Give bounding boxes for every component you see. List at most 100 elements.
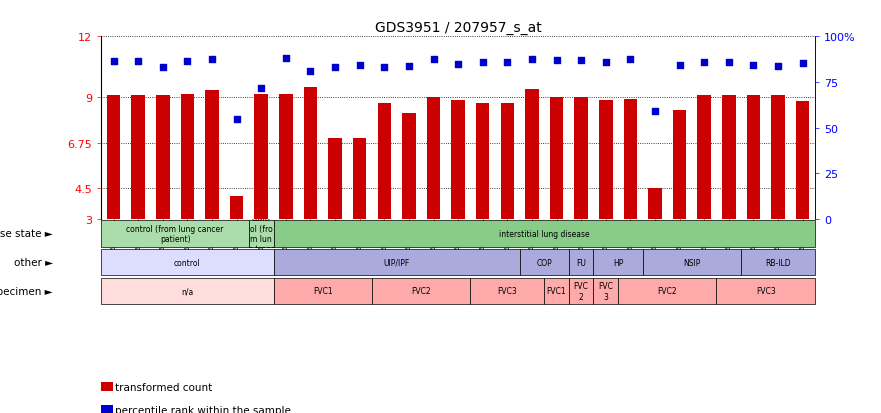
Text: NSIP: NSIP	[683, 258, 700, 267]
Point	[156, 64, 170, 71]
Text: percentile rank within the sample: percentile rank within the sample	[115, 405, 292, 413]
Bar	[746, 96, 760, 219]
FancyBboxPatch shape	[544, 278, 569, 304]
Point	[746, 62, 760, 69]
Point	[181, 58, 195, 65]
Text: FVC
3: FVC 3	[598, 282, 613, 301]
Bar	[648, 189, 662, 219]
Text: contr
ol (fro
m lun
g trans: contr ol (fro m lun g trans	[248, 214, 275, 254]
Text: FVC1: FVC1	[313, 287, 333, 296]
Point	[624, 56, 638, 63]
Point	[796, 60, 810, 67]
Point	[230, 117, 244, 123]
Text: disease state ►: disease state ►	[0, 229, 53, 239]
Text: HP: HP	[613, 258, 623, 267]
Bar	[205, 91, 218, 219]
Bar	[796, 102, 810, 219]
Title: GDS3951 / 207957_s_at: GDS3951 / 207957_s_at	[374, 21, 542, 35]
Text: other ►: other ►	[14, 257, 53, 268]
Bar	[722, 96, 736, 219]
Bar	[525, 90, 538, 219]
FancyBboxPatch shape	[741, 249, 815, 276]
Text: FVC3: FVC3	[498, 287, 517, 296]
Text: FVC1: FVC1	[547, 287, 566, 296]
FancyBboxPatch shape	[274, 249, 520, 276]
Point	[278, 55, 292, 62]
FancyBboxPatch shape	[520, 249, 569, 276]
FancyBboxPatch shape	[470, 278, 544, 304]
Point	[402, 63, 416, 70]
Bar	[599, 101, 612, 219]
Bar	[476, 104, 490, 219]
Bar	[255, 95, 268, 219]
Text: interstitial lung disease: interstitial lung disease	[499, 229, 589, 238]
Bar	[131, 96, 145, 219]
Text: n/a: n/a	[181, 287, 194, 296]
FancyBboxPatch shape	[569, 278, 594, 304]
Text: specimen ►: specimen ►	[0, 286, 53, 296]
FancyBboxPatch shape	[618, 278, 716, 304]
Text: FVC3: FVC3	[756, 287, 775, 296]
FancyBboxPatch shape	[101, 278, 274, 304]
Point	[525, 56, 539, 63]
FancyBboxPatch shape	[716, 278, 815, 304]
Point	[107, 58, 121, 65]
Point	[451, 61, 465, 68]
Point	[476, 59, 490, 66]
Point	[328, 64, 342, 71]
Point	[426, 56, 440, 63]
Point	[697, 59, 711, 66]
Point	[131, 58, 145, 65]
Text: FVC2: FVC2	[657, 287, 677, 296]
Bar	[378, 104, 391, 219]
Text: control: control	[174, 258, 201, 267]
Bar	[624, 100, 637, 219]
Bar	[771, 96, 785, 219]
Bar	[500, 104, 515, 219]
Point	[205, 56, 219, 63]
Point	[771, 63, 785, 70]
Point	[500, 59, 515, 66]
Point	[255, 85, 269, 92]
Bar	[304, 88, 317, 219]
FancyBboxPatch shape	[101, 249, 274, 276]
Text: control (from lung cancer
patient): control (from lung cancer patient)	[127, 224, 224, 243]
Text: transformed count: transformed count	[115, 382, 212, 392]
Bar	[574, 98, 588, 219]
Point	[303, 68, 317, 75]
Point	[722, 59, 736, 66]
Bar	[426, 98, 440, 219]
Bar	[451, 101, 465, 219]
Bar	[181, 95, 194, 219]
Point	[377, 64, 391, 71]
Point	[672, 62, 686, 69]
Text: COP: COP	[537, 258, 552, 267]
Text: UIP/IPF: UIP/IPF	[383, 258, 410, 267]
FancyBboxPatch shape	[372, 278, 470, 304]
Point	[599, 59, 613, 66]
Bar	[230, 196, 243, 219]
FancyBboxPatch shape	[569, 249, 594, 276]
Text: RB-ILD: RB-ILD	[766, 258, 791, 267]
Point	[648, 109, 662, 115]
Bar	[156, 96, 170, 219]
Point	[352, 62, 366, 69]
FancyBboxPatch shape	[249, 221, 274, 247]
Text: FVC2: FVC2	[411, 287, 431, 296]
Bar	[279, 95, 292, 219]
Bar	[353, 138, 366, 219]
Bar	[550, 98, 563, 219]
Bar	[329, 138, 342, 219]
Point	[550, 57, 564, 64]
FancyBboxPatch shape	[274, 221, 815, 247]
FancyBboxPatch shape	[594, 278, 618, 304]
Text: FVC
2: FVC 2	[574, 282, 589, 301]
FancyBboxPatch shape	[594, 249, 642, 276]
Bar	[107, 96, 121, 219]
Bar	[698, 96, 711, 219]
FancyBboxPatch shape	[101, 221, 249, 247]
FancyBboxPatch shape	[274, 278, 372, 304]
Bar	[402, 114, 416, 219]
Text: FU: FU	[576, 258, 586, 267]
Point	[574, 57, 589, 64]
